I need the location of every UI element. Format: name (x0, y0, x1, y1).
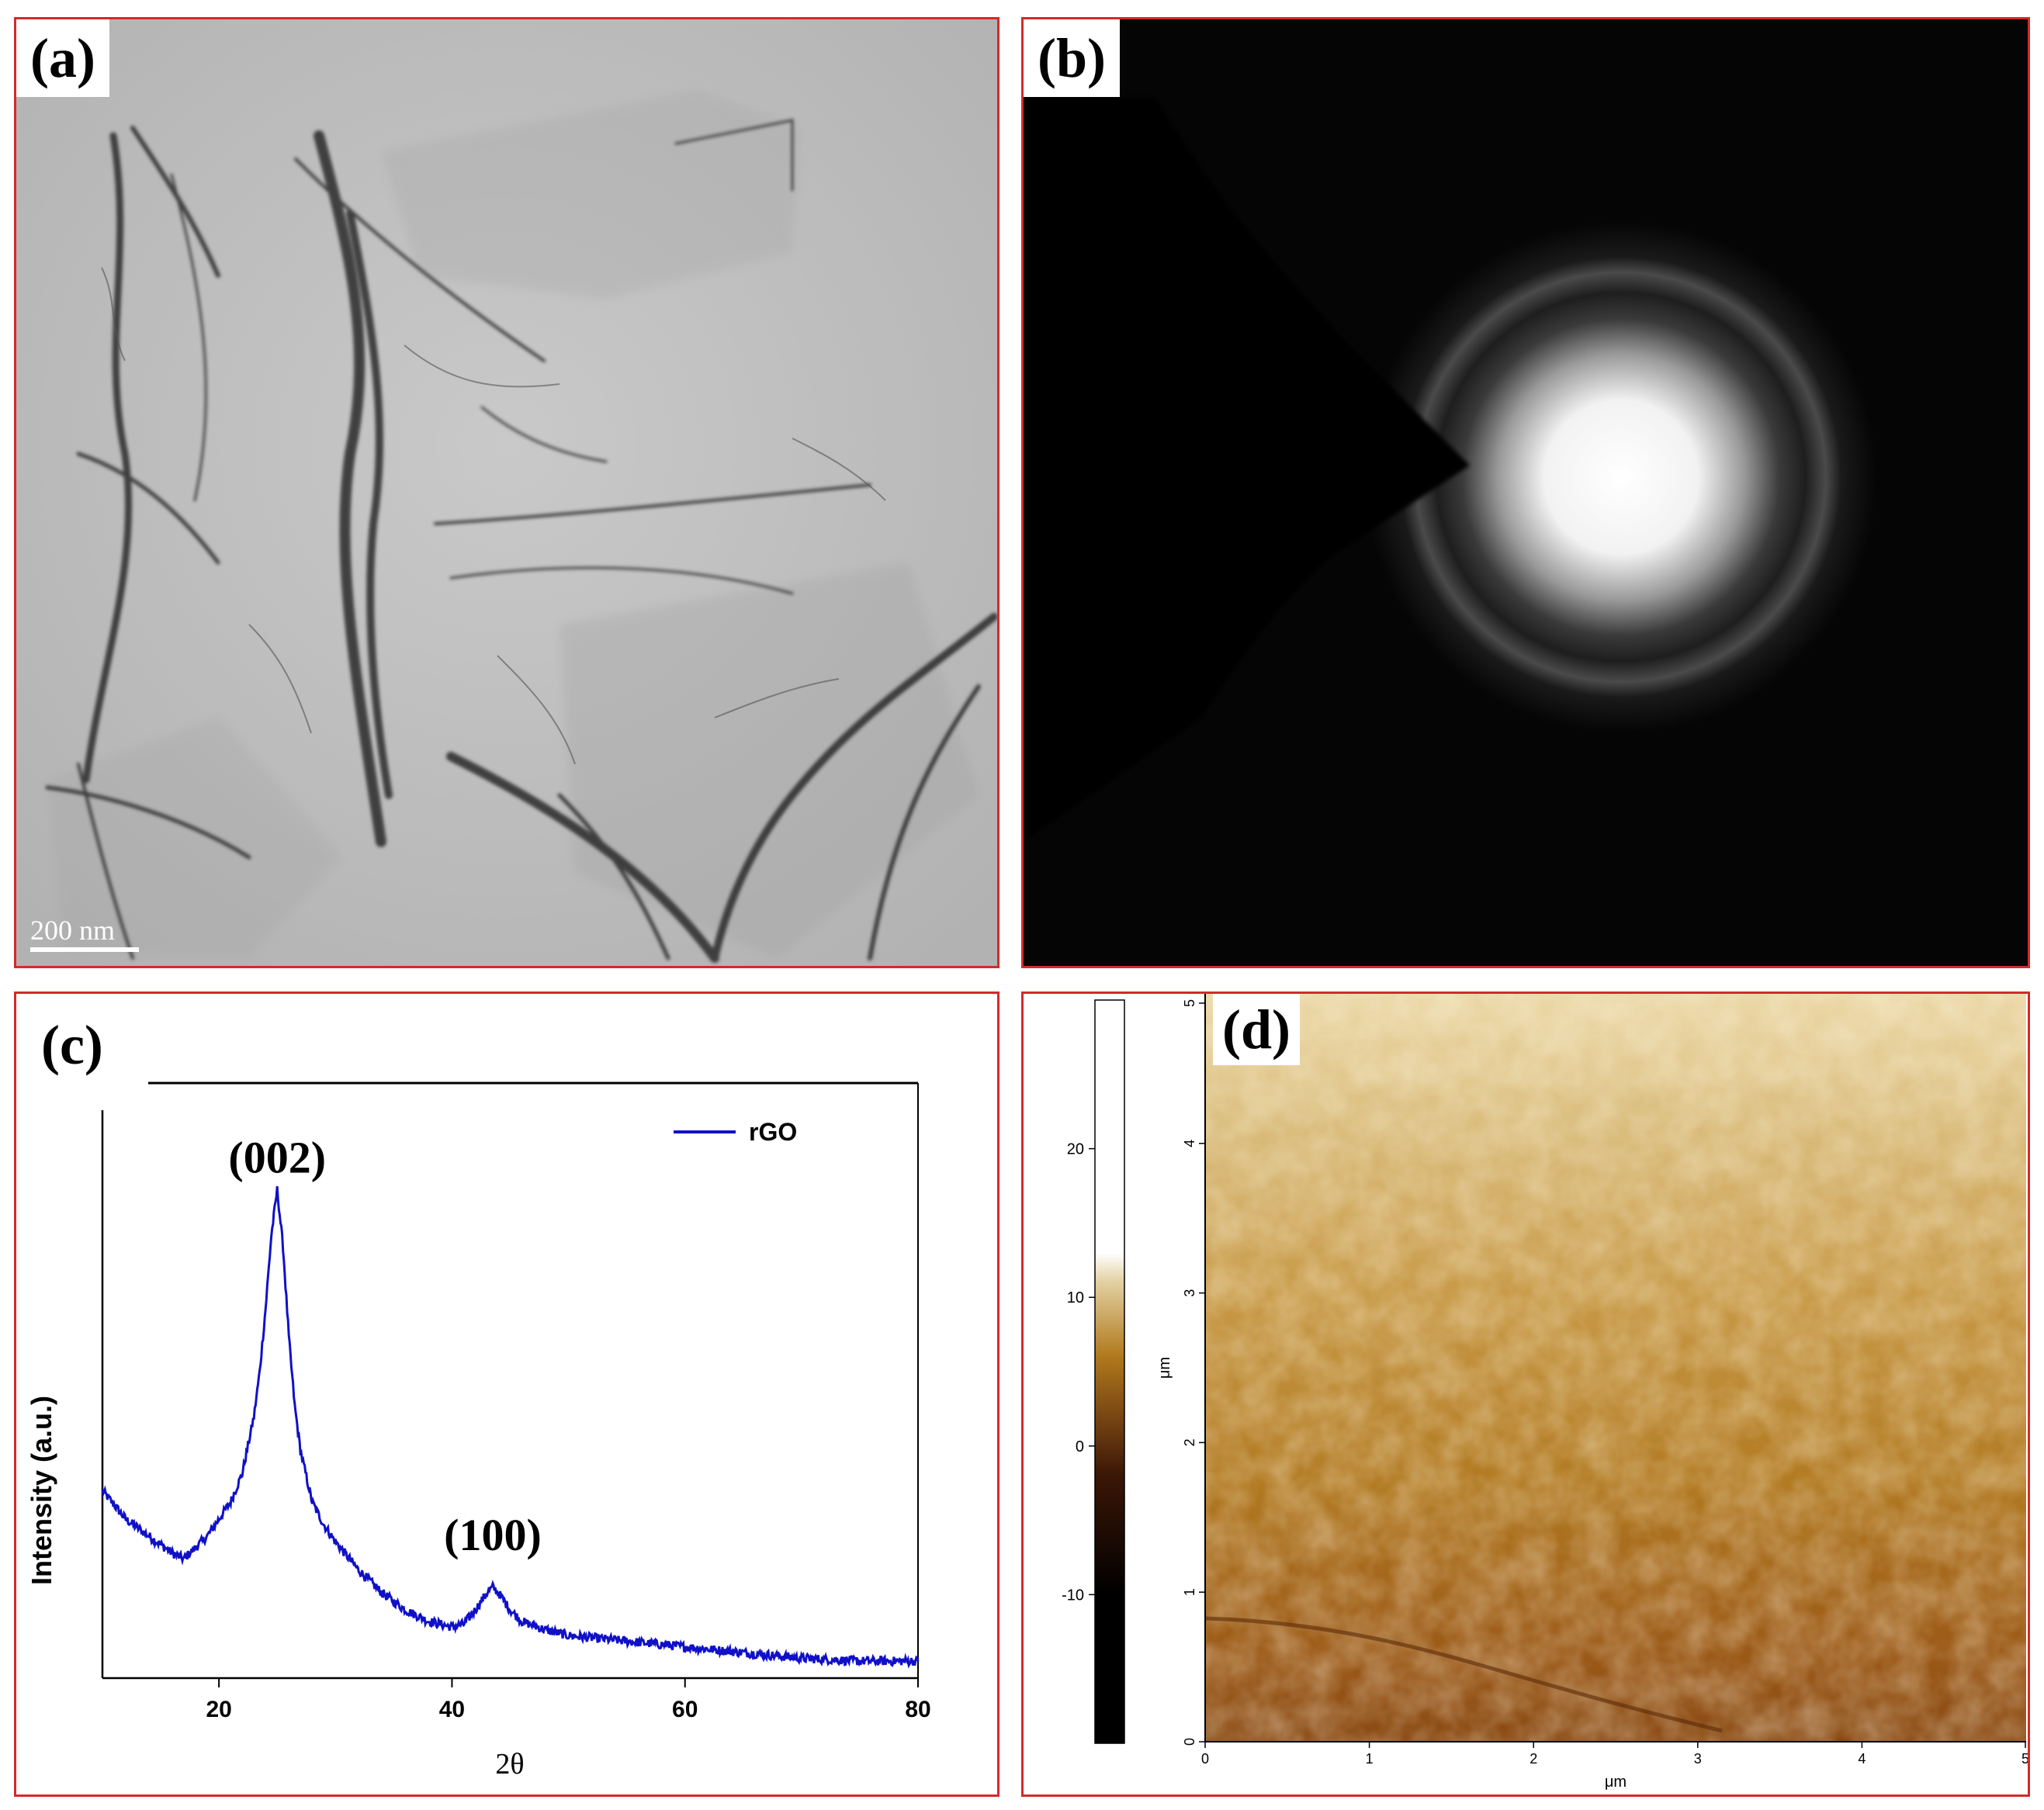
afm-step-edge (1204, 1616, 1723, 1733)
scale-bar-label: 200 nm (30, 915, 115, 946)
x-tick-label-40: 40 (439, 1697, 465, 1722)
afm-chart: -10 0 10 20 0 1 2 3 4 5 0 1 2 3 4 5 μm μm (1062, 994, 2028, 1791)
afm-x-tick-label-2: 2 (1530, 1751, 1537, 1767)
series-line-rGO (101, 1185, 920, 1669)
afm-y-tick-label-1: 1 (1182, 1588, 1197, 1596)
colorbar-tick-label-20: 20 (1067, 1141, 1084, 1158)
beam-stopper (1024, 97, 1470, 842)
tem-image: 200 nm (16, 19, 997, 966)
scale-bar (30, 947, 139, 952)
colorbar-tick-label-0: 0 (1076, 1438, 1084, 1455)
panel-label-c: (c) (32, 1009, 113, 1081)
afm-y-tick-label-5: 5 (1182, 999, 1197, 1007)
afm-y-tick-label-0: 0 (1182, 1738, 1197, 1746)
peak-annotation-100: (100) (444, 1510, 542, 1560)
afm-surface-texture (1205, 994, 2026, 1742)
x-tick-label-20: 20 (206, 1697, 231, 1722)
panel-d-afm-map: -10 0 10 20 0 1 2 3 4 5 0 1 2 3 4 5 μm μm (d) (1021, 992, 2030, 1797)
afm-y-tick-label-2: 2 (1182, 1438, 1197, 1446)
afm-x-tick-label-5: 5 (2021, 1751, 2028, 1767)
peak-annotation-002: (002) (228, 1132, 326, 1182)
legend-label-rGO: rGO (749, 1118, 797, 1146)
afm-y-tick-label-3: 3 (1182, 1289, 1197, 1297)
y-axis-label: Intensity (a.u.) (26, 1396, 57, 1585)
xrd-chart: 20 40 60 80 rGO (002) (100) 2θ Intensity (a… (26, 1082, 931, 1781)
x-tick-label-80: 80 (905, 1697, 930, 1722)
afm-x-tick-label-0: 0 (1201, 1751, 1209, 1767)
diffraction-image (1024, 19, 2028, 966)
afm-y-axis-label: μm (1156, 1357, 1173, 1379)
panel-label-d: (d) (1213, 994, 1300, 1065)
afm-x-tick-label-4: 4 (1858, 1751, 1866, 1767)
colorbar-tick-label--10: -10 (1062, 1587, 1084, 1604)
afm-x-tick-label-1: 1 (1366, 1751, 1374, 1767)
afm-y-tick-label-4: 4 (1182, 1140, 1197, 1147)
panel-a-tem-image: 200 nm (a) (14, 17, 999, 968)
afm-x-tick-label-3: 3 (1694, 1751, 1702, 1767)
x-tick-label-60: 60 (672, 1697, 698, 1722)
diffraction-rings (1365, 221, 1877, 733)
panel-b-saed-pattern: (b) (1021, 17, 2030, 968)
afm-x-axis-label: μm (1605, 1774, 1627, 1791)
colorbar-tick-label-10: 10 (1067, 1289, 1084, 1306)
panel-label-a: (a) (16, 19, 109, 97)
panel-c-xrd-chart: 20 40 60 80 rGO (002) (100) 2θ Intensity (a… (14, 992, 999, 1797)
x-axis-label: 2θ (495, 1748, 524, 1781)
colorbar (1094, 999, 1125, 1744)
panel-label-b: (b) (1024, 19, 1120, 97)
